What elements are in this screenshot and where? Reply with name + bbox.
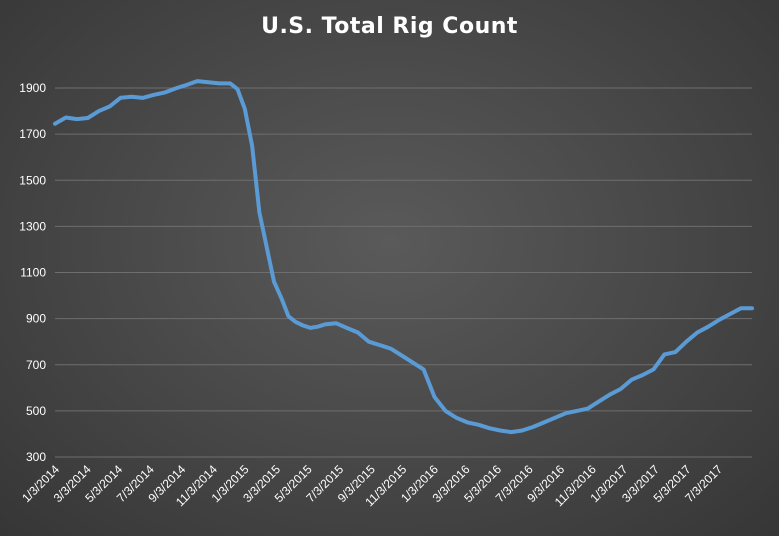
gridlines <box>55 87 752 458</box>
y-tick-label: 1100 <box>20 266 46 280</box>
y-tick-label: 500 <box>26 404 46 418</box>
y-tick-label: 1900 <box>19 81 46 95</box>
y-tick-label: 1700 <box>19 127 46 141</box>
chart-title: U.S. Total Rig Count <box>261 14 518 39</box>
y-tick-label: 700 <box>26 358 46 372</box>
y-tick-label: 1300 <box>19 219 46 233</box>
y-tick-label: 900 <box>26 312 46 326</box>
y-axis-ticks: 300 500 700 900 1100 1300 1500 1700 1900 <box>19 81 46 464</box>
y-tick-label: 300 <box>26 450 46 464</box>
rig-count-line <box>53 79 754 435</box>
y-tick-label: 1500 <box>19 173 46 187</box>
x-axis-ticks: 1/3/20143/3/20145/3/20147/3/20149/3/2014… <box>19 462 725 509</box>
